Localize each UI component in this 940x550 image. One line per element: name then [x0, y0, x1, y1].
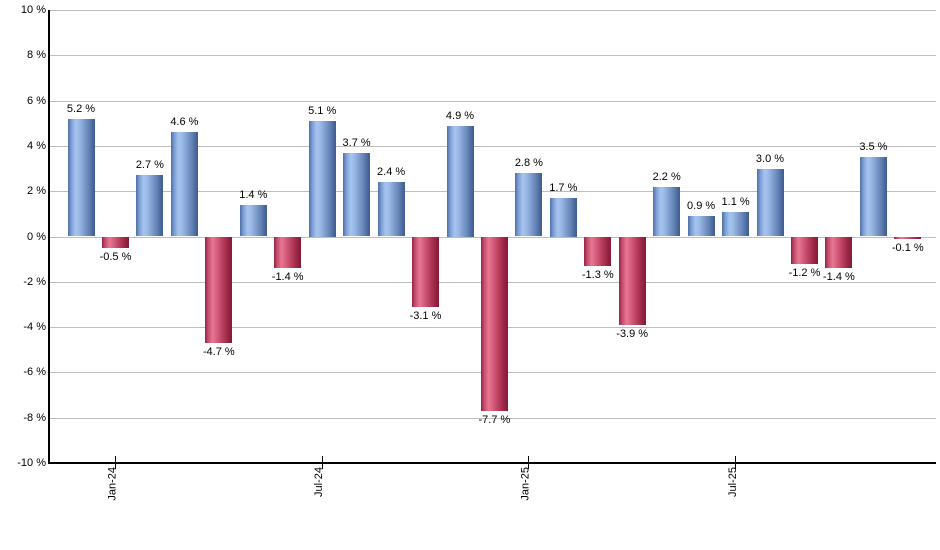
- bar-positive: [136, 175, 164, 237]
- bar-value-label: 3.0 %: [755, 152, 785, 165]
- x-axis-tick: [528, 456, 530, 469]
- y-axis-label: -2 %: [23, 276, 46, 288]
- bar-negative: [412, 236, 439, 307]
- bar-positive: [687, 216, 715, 237]
- bar-positive: [377, 182, 405, 237]
- x-axis-tick: [735, 456, 737, 469]
- bar-positive: [722, 211, 750, 237]
- y-axis-line: [47, 10, 50, 464]
- bar-value-label: 3.5 %: [859, 141, 888, 154]
- y-axis-label: -8 %: [23, 412, 46, 424]
- bar-positive: [515, 173, 543, 237]
- y-axis-label: 4 %: [27, 140, 46, 152]
- x-axis-label: Jan-25: [519, 467, 532, 501]
- bar-value-label: -4.7 %: [202, 346, 235, 358]
- bar-value-label: 4.9 %: [445, 109, 475, 122]
- bar-value-label: 2.2 %: [652, 170, 681, 183]
- bar-value-label: 1.7 %: [549, 182, 578, 194]
- y-axis-label: 6 %: [27, 95, 46, 107]
- bar-negative: [894, 236, 922, 239]
- gridline: [49, 418, 936, 419]
- bar-positive: [343, 152, 371, 237]
- gridline: [49, 55, 936, 56]
- bar-value-label: -1.4 %: [822, 271, 855, 284]
- bar-value-label: -3.1 %: [409, 309, 442, 322]
- x-axis-tick: [321, 456, 323, 469]
- bar-value-label: -3.9 %: [616, 327, 649, 340]
- gridline: [49, 146, 936, 147]
- bar-positive: [549, 198, 577, 237]
- bar-negative: [102, 236, 129, 248]
- bar-value-label: -1.2 %: [788, 266, 821, 279]
- bar-negative: [791, 236, 818, 264]
- bar-value-label: 4.6 %: [170, 116, 199, 129]
- y-axis-label: -10 %: [17, 457, 46, 469]
- bar-negative: [584, 236, 612, 266]
- gridline: [49, 10, 936, 11]
- bar-positive: [756, 168, 784, 237]
- bar-negative: [205, 236, 233, 343]
- gridline: [49, 191, 936, 192]
- bar-value-label: 1.1 %: [721, 195, 750, 208]
- bar-value-label: -1.4 %: [271, 271, 304, 284]
- bar-value-label: -0.1 %: [891, 241, 924, 254]
- bar-positive: [239, 204, 267, 237]
- bar-value-label: 2.7 %: [135, 159, 164, 172]
- x-axis-line: [47, 462, 936, 464]
- bar-value-label: -0.5 %: [99, 250, 132, 263]
- bar-positive: [170, 132, 198, 237]
- bar-positive: [446, 125, 474, 237]
- bar-negative: [274, 236, 302, 269]
- bar-positive: [308, 121, 336, 237]
- bar-value-label: 5.1 %: [308, 105, 337, 117]
- x-axis-label: Jul-25: [726, 467, 739, 497]
- bar-value-label: -7.7 %: [478, 413, 511, 426]
- bar-value-label: 5.2 %: [66, 102, 96, 115]
- bar-value-label: 2.8 %: [514, 157, 543, 170]
- y-axis-label: 8 %: [27, 49, 46, 61]
- x-axis-label: Jan-24: [106, 467, 119, 501]
- y-axis-label: 2 %: [27, 185, 46, 197]
- y-axis-label: 0 %: [27, 231, 46, 243]
- y-axis-label: -6 %: [23, 366, 46, 378]
- bar-negative: [618, 236, 646, 325]
- bar-value-label: 3.7 %: [342, 136, 371, 149]
- bar-negative: [825, 236, 853, 269]
- bar-positive: [653, 186, 681, 237]
- y-axis-label: 10 %: [20, 4, 46, 16]
- bar-positive: [859, 157, 887, 237]
- bar-value-label: 0.9 %: [687, 200, 716, 213]
- gridline: [49, 101, 936, 102]
- bar-positive: [67, 118, 95, 237]
- x-axis-label: Jul-24: [313, 467, 326, 497]
- bar-value-label: 2.4 %: [377, 166, 406, 179]
- x-axis-tick: [115, 456, 116, 469]
- bar-value-label: -1.3 %: [581, 268, 614, 281]
- bar-value-label: 1.4 %: [239, 188, 268, 201]
- y-axis-label: -4 %: [23, 321, 46, 333]
- bar-negative: [480, 236, 508, 411]
